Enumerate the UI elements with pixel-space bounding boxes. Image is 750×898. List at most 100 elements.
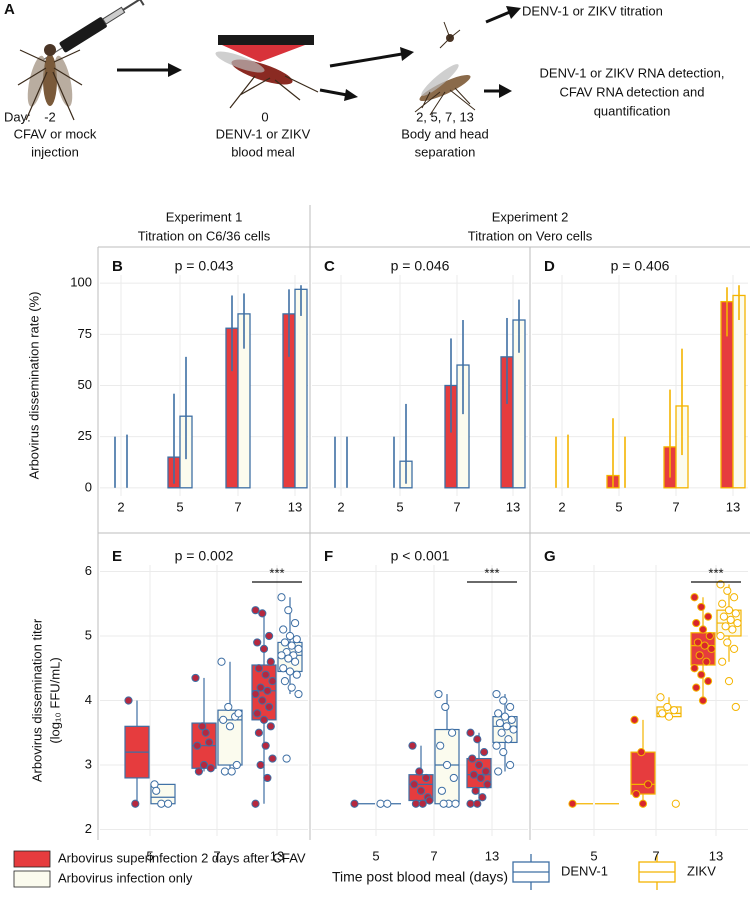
step-label: injection bbox=[31, 144, 79, 159]
header-subtitle: Titration on C6/36 cells bbox=[138, 228, 271, 243]
data-point bbox=[251, 606, 260, 615]
data-point bbox=[291, 618, 300, 628]
data-point bbox=[277, 651, 286, 660]
data-point bbox=[285, 667, 295, 676]
data-point bbox=[698, 625, 708, 634]
y-tick-label: 50 bbox=[78, 377, 92, 392]
data-point bbox=[442, 760, 452, 770]
panel-letter: C bbox=[324, 258, 335, 275]
x-tick-label: 7 bbox=[672, 499, 679, 514]
data-point bbox=[266, 657, 275, 666]
data-point bbox=[425, 796, 434, 805]
data-point bbox=[131, 799, 140, 808]
data-point bbox=[723, 638, 732, 647]
schematic-art bbox=[17, 0, 521, 121]
data-point bbox=[724, 606, 734, 615]
data-point bbox=[466, 799, 475, 808]
data-point bbox=[441, 702, 450, 712]
data-point bbox=[733, 618, 742, 628]
data-point bbox=[415, 767, 424, 776]
data-point bbox=[287, 683, 296, 692]
panel-letter: B bbox=[112, 258, 123, 275]
arrows bbox=[117, 6, 521, 101]
data-point bbox=[719, 612, 729, 621]
data-point bbox=[434, 689, 443, 699]
step-label: separation bbox=[415, 144, 476, 159]
data-point bbox=[294, 689, 303, 699]
data-point bbox=[350, 799, 359, 808]
data-point bbox=[509, 725, 518, 734]
data-point bbox=[718, 657, 727, 666]
data-point bbox=[253, 638, 262, 647]
data-point bbox=[285, 631, 295, 641]
data-point bbox=[721, 622, 730, 631]
mosquito bbox=[17, 44, 83, 121]
x-tick-label: 7 bbox=[234, 499, 241, 514]
data-point bbox=[256, 760, 265, 770]
data-point bbox=[411, 799, 420, 808]
data-point bbox=[279, 625, 288, 634]
x-tick-label: 13 bbox=[288, 499, 302, 514]
y-tick-label: 4 bbox=[85, 692, 92, 707]
data-point bbox=[254, 728, 263, 737]
step-day: 0 bbox=[261, 109, 268, 124]
step-label: Body and head bbox=[401, 126, 488, 141]
data-point bbox=[506, 760, 515, 770]
y-axis-title: (log₁₀ FFU/mL) bbox=[47, 657, 62, 743]
data-point bbox=[693, 638, 703, 647]
header-title: Experiment 1 bbox=[166, 209, 243, 224]
x-tick-label: 7 bbox=[453, 499, 460, 514]
data-point bbox=[291, 657, 300, 666]
data-point bbox=[422, 773, 431, 783]
data-point bbox=[258, 609, 267, 618]
data-point bbox=[726, 615, 735, 624]
data-point bbox=[220, 767, 229, 776]
data-point bbox=[199, 760, 209, 770]
data-point bbox=[492, 741, 501, 750]
x-tick-label: 5 bbox=[176, 499, 183, 514]
data-point bbox=[292, 670, 301, 679]
data-point bbox=[292, 635, 301, 644]
header-title: Experiment 2 bbox=[492, 209, 569, 224]
data-point bbox=[471, 786, 480, 795]
data-point bbox=[718, 599, 727, 608]
data-point bbox=[723, 586, 732, 595]
data-point bbox=[234, 709, 243, 718]
data-point bbox=[656, 693, 665, 702]
p-value: p = 0.406 bbox=[611, 258, 670, 274]
data-point bbox=[280, 677, 289, 686]
y-tick-label: 6 bbox=[85, 563, 92, 578]
data-point bbox=[436, 741, 445, 750]
data-point bbox=[251, 689, 260, 699]
y-axis-title: Arbovirus dissemination rate (%) bbox=[26, 292, 41, 480]
data-point bbox=[254, 664, 263, 673]
data-point bbox=[124, 696, 133, 705]
data-point bbox=[469, 770, 478, 779]
data-point bbox=[495, 718, 504, 728]
data-point bbox=[671, 799, 680, 808]
data-point bbox=[225, 722, 235, 731]
outcome: CFAV RNA detection and bbox=[559, 84, 704, 99]
data-point bbox=[730, 593, 739, 602]
data-point bbox=[198, 722, 207, 731]
step-label: CFAV or mock bbox=[14, 126, 97, 141]
data-point bbox=[638, 799, 648, 808]
significance: *** bbox=[708, 565, 723, 580]
data-point bbox=[502, 722, 511, 731]
x-tick-label: 2 bbox=[337, 499, 344, 514]
panel-letter: E bbox=[112, 548, 122, 565]
data-point bbox=[376, 799, 385, 808]
data-point bbox=[664, 712, 674, 721]
step-day: -2 bbox=[44, 109, 56, 124]
p-value: p < 0.001 bbox=[391, 548, 450, 564]
data-point bbox=[473, 735, 482, 744]
data-point bbox=[504, 735, 513, 744]
data-point bbox=[279, 664, 288, 673]
data-point bbox=[217, 657, 226, 666]
x-tick-label: 5 bbox=[146, 848, 153, 863]
data-point bbox=[644, 780, 653, 789]
data-point bbox=[265, 631, 274, 641]
data-point bbox=[258, 696, 267, 705]
data-point bbox=[494, 709, 503, 718]
data-point bbox=[476, 773, 485, 783]
